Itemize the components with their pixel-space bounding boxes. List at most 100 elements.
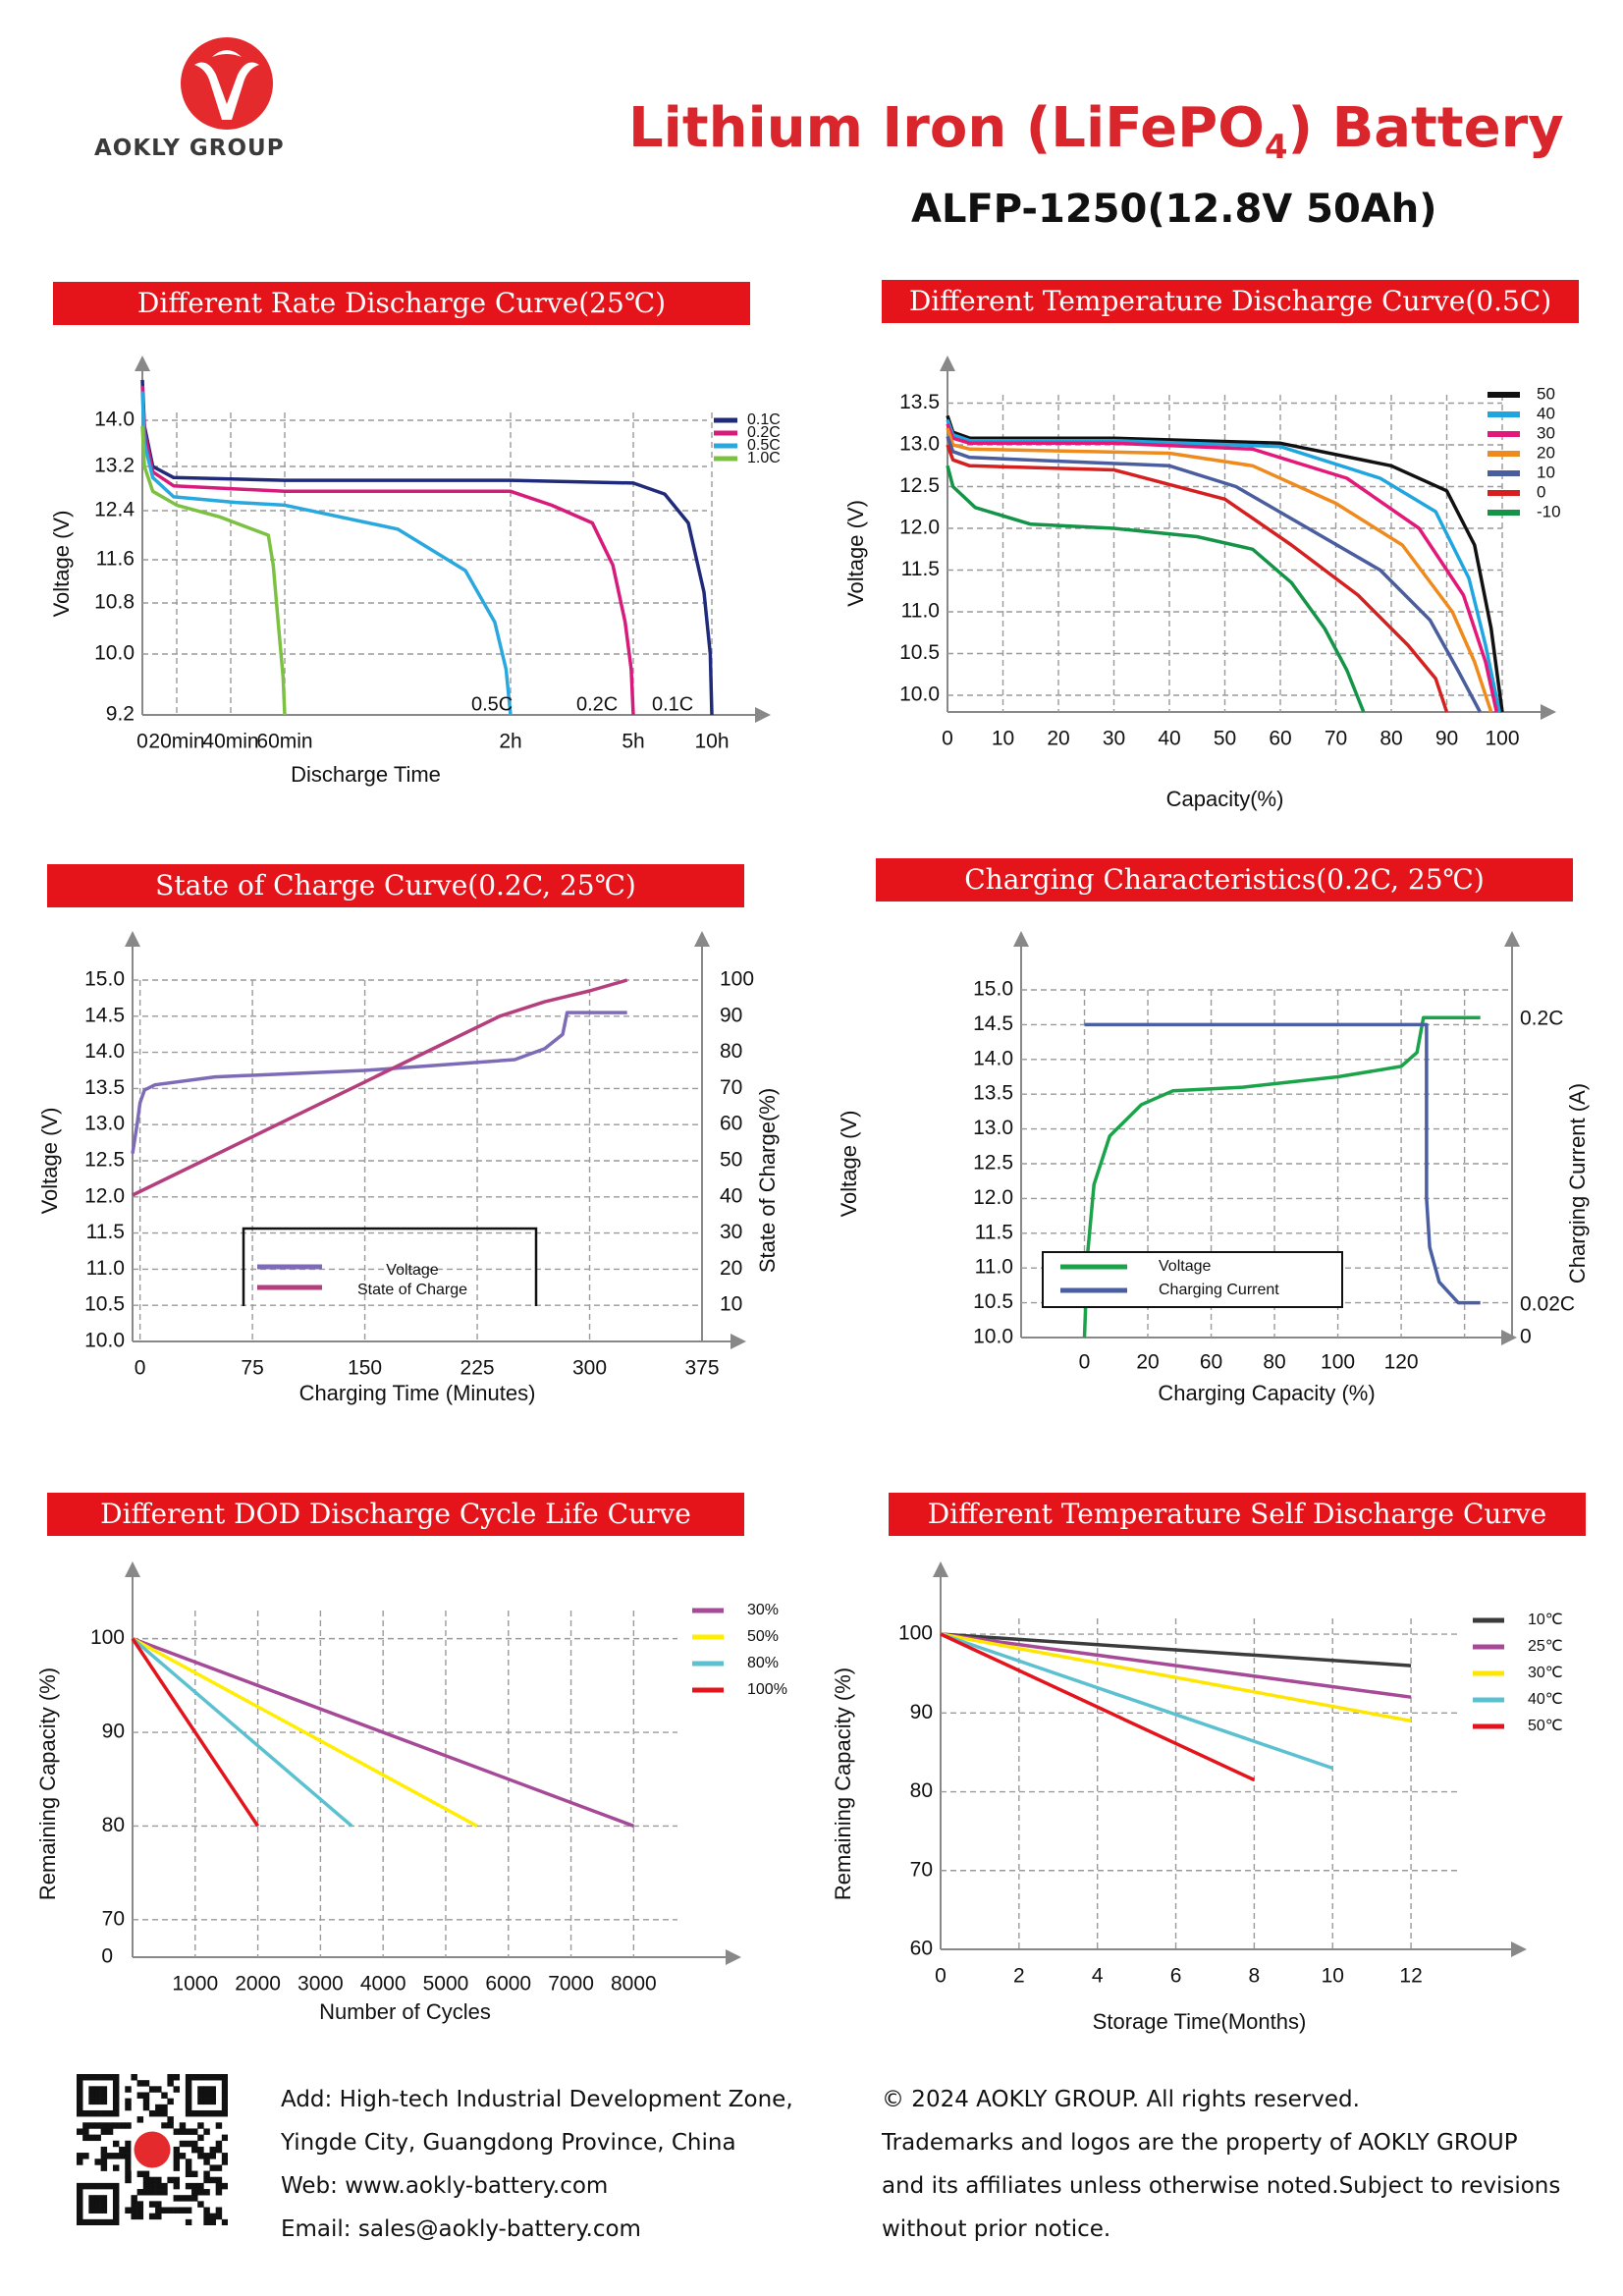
self-x-tick-label: 12 <box>1399 1965 1422 1988</box>
qr-module <box>185 2092 192 2099</box>
temp-y-axis-arrow-icon <box>940 355 955 371</box>
qr-module <box>82 2182 89 2190</box>
temp-x-tick-label: 70 <box>1325 728 1347 750</box>
qr-module <box>203 2098 210 2105</box>
qr-module <box>221 2218 228 2225</box>
self-x-tick-label: 2 <box>1013 1965 1025 1988</box>
dod-x-axis-label: Number of Cycles <box>319 1999 491 2024</box>
qr-module <box>185 2104 192 2111</box>
qr-module <box>136 2170 144 2178</box>
website-link[interactable]: Web: www.aokly-battery.com <box>281 2173 609 2199</box>
qr-module <box>155 2182 162 2190</box>
qr-module <box>191 2146 198 2154</box>
charge-x-axis-label: Charging Capacity (%) <box>1158 1381 1375 1405</box>
soc-y-tick-label: 13.0 <box>84 1113 125 1135</box>
charge-chart-title: Charging Characteristics(0.2C, 25℃) <box>876 858 1573 902</box>
qr-module <box>142 2080 150 2087</box>
self-series-line <box>940 1632 1333 1771</box>
charge-x-tick-label: 100 <box>1321 1351 1355 1374</box>
qr-module <box>106 2109 114 2117</box>
qr-module <box>173 2207 181 2214</box>
rate-y-tick-label: 10.8 <box>94 591 135 614</box>
temp-x-tick-label: 40 <box>1158 728 1180 750</box>
qr-module <box>185 2182 192 2190</box>
qr-module <box>185 2086 192 2093</box>
soc-x-tick-label: 300 <box>572 1357 607 1380</box>
qr-module <box>221 2159 228 2165</box>
qr-module <box>209 2086 216 2093</box>
qr-module <box>125 2207 132 2214</box>
qr-module <box>125 2153 132 2159</box>
qr-module <box>94 2207 101 2214</box>
dod-y-axis-label: Remaining Capacity (%) <box>35 1667 60 1900</box>
charge-y-tick-label: 10.0 <box>973 1326 1013 1348</box>
soc-legend-label: Voltage <box>386 1262 438 1279</box>
self-y-axis-arrow-icon <box>933 1561 948 1577</box>
qr-module <box>161 2122 168 2129</box>
qr-module <box>142 2182 150 2190</box>
charge-y-tick-label: 14.0 <box>973 1047 1013 1069</box>
qr-module <box>173 2146 181 2154</box>
dod-series-line <box>131 1637 260 1828</box>
charge-y-tick-label: 10.5 <box>973 1290 1013 1313</box>
qr-module <box>100 2109 108 2117</box>
qr-module <box>142 2092 150 2099</box>
charge-y-axis-arrow-icon <box>1013 931 1029 947</box>
qr-module <box>82 2122 89 2129</box>
qr-module <box>100 2122 108 2129</box>
qr-module <box>106 2182 114 2190</box>
email-link[interactable]: Email: sales@aokly-battery.com <box>281 2216 641 2242</box>
qr-module <box>94 2195 101 2202</box>
rate-x-tick-label: 0 <box>136 731 148 753</box>
qr-module <box>82 2074 89 2081</box>
address-line: Yingde City, Guangdong Province, China <box>281 2130 736 2156</box>
copyright-line: without prior notice. <box>882 2216 1111 2242</box>
qr-module <box>185 2140 192 2148</box>
rate-x-tick-label: 2h <box>499 731 521 753</box>
temp-y-tick-label: 13.5 <box>899 391 940 413</box>
qr-module <box>100 2164 108 2171</box>
soc-y2-axis-arrow-icon <box>694 931 710 947</box>
self-x-axis-arrow-icon <box>1511 1941 1527 1957</box>
qr-module <box>185 2128 192 2135</box>
qr-module <box>203 2092 210 2099</box>
qr-module <box>209 2164 216 2171</box>
charge-x-tick-label: 60 <box>1200 1351 1222 1374</box>
qr-module <box>155 2176 162 2184</box>
qr-module <box>173 2195 181 2202</box>
rate-end-label: 0.1C <box>652 693 693 715</box>
qr-module <box>112 2189 120 2196</box>
qr-module <box>82 2153 89 2159</box>
rate-end-label: 0.5C <box>471 693 513 715</box>
charge-y-tick-label: 14.5 <box>973 1012 1013 1035</box>
temp-legend-label: 10 <box>1537 463 1555 481</box>
qr-module <box>77 2074 83 2081</box>
rate-end-label: 0.2C <box>576 693 618 715</box>
qr-module <box>136 2116 144 2123</box>
rate-x-tick-label: 20min <box>148 731 204 753</box>
qr-module <box>94 2122 101 2129</box>
qr-module <box>112 2104 120 2111</box>
dod-legend-label: 30% <box>747 1602 779 1618</box>
qr-module <box>82 2128 89 2135</box>
soc-y-tick-label: 10.5 <box>84 1293 125 1316</box>
qr-module <box>112 2213 120 2220</box>
qr-module <box>112 2195 120 2202</box>
temp-legend-label: 0 <box>1537 482 1545 501</box>
qr-module <box>88 2122 95 2129</box>
soc-series-line <box>131 1011 627 1154</box>
qr-module <box>191 2140 198 2148</box>
qr-module <box>197 2086 204 2093</box>
qr-module <box>77 2182 83 2190</box>
charge-y2-tick-label: 0.2C <box>1520 1008 1563 1030</box>
soc-y2-tick-label: 50 <box>720 1149 742 1172</box>
qr-module <box>148 2201 156 2208</box>
qr-module <box>77 2195 83 2202</box>
qr-module <box>94 2092 101 2099</box>
dod-legend-label: 80% <box>747 1655 779 1671</box>
qr-module <box>77 2128 83 2135</box>
qr-module <box>173 2182 181 2190</box>
qr-module <box>131 2074 137 2081</box>
temp-x-tick-label: 0 <box>942 728 953 750</box>
qr-module <box>136 2189 144 2196</box>
